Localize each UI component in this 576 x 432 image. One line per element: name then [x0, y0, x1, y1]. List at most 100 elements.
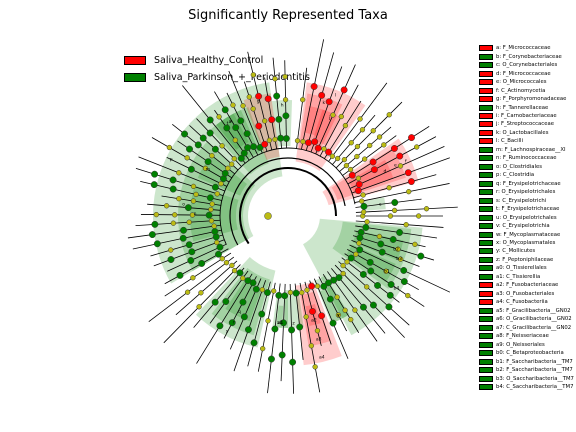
branch [310, 66, 343, 153]
taxa-color-swatch [479, 316, 493, 323]
taxa-legend-row: c: O_Corynebacteriales [479, 61, 576, 69]
node [314, 283, 321, 289]
significant-node [362, 224, 370, 231]
taxa-legend-row: a3: O_Fusobacteriales [479, 290, 576, 298]
significant-node [255, 122, 263, 130]
significant-node [194, 141, 202, 149]
node [414, 144, 420, 150]
taxa-legend-label: w: F_Mycoplasmataceae [496, 231, 561, 238]
node [246, 94, 252, 100]
node [348, 316, 354, 323]
significant-node [240, 149, 248, 157]
figure-title: Significantly Represented Taxa [188, 8, 388, 23]
significant-node [275, 115, 283, 123]
branch [193, 267, 245, 328]
clade-letter-label: r [233, 320, 235, 326]
significant-node [176, 271, 184, 279]
taxa-legend-row: u: O_Erysipelotrichales [479, 213, 576, 221]
significant-node [378, 248, 386, 256]
taxa-legend-label: a6: O_Gracilibacteria__GN02 [496, 316, 572, 323]
significant-node [237, 117, 245, 125]
branch [355, 220, 444, 228]
clade-letter-label: b2 [393, 247, 399, 253]
significant-node [244, 144, 252, 152]
node [250, 72, 256, 78]
node [176, 170, 182, 176]
node [299, 289, 305, 296]
node [168, 247, 174, 253]
significant-node [223, 124, 231, 132]
taxa-color-swatch [479, 155, 493, 162]
taxa-color-swatch [479, 206, 493, 213]
taxa-color-swatch [479, 138, 493, 145]
taxa-color-swatch [479, 112, 493, 119]
branch [267, 283, 281, 394]
significant-node [354, 187, 362, 195]
significant-node [404, 169, 412, 177]
taxa-color-swatch [479, 129, 493, 136]
clade-highlight [312, 109, 341, 146]
significant-node [311, 138, 319, 146]
significant-node [261, 140, 269, 148]
significant-node [282, 135, 290, 142]
significant-node [396, 229, 403, 236]
node [415, 213, 422, 219]
branch [309, 280, 332, 345]
taxa-legend-label: x: O_Mycoplasmatales [496, 240, 556, 247]
clade-highlight [304, 106, 327, 137]
node [230, 102, 236, 108]
branch [349, 244, 451, 293]
significant-node [281, 292, 289, 300]
branch [319, 84, 359, 157]
clade-letter-label: c [379, 202, 382, 207]
clade-letter-label: k [322, 100, 325, 106]
significant-node [396, 152, 404, 160]
significant-node [205, 211, 213, 219]
taxa-legend-row: s: C_Erysipelotrichi [479, 196, 576, 204]
significant-node [215, 250, 222, 258]
node [272, 76, 278, 82]
significant-node [239, 298, 247, 306]
clade-letter-label: n [194, 212, 197, 217]
significant-node [206, 129, 214, 137]
node [218, 180, 224, 187]
node [240, 103, 246, 109]
taxa-color-swatch [479, 96, 493, 103]
taxa-legend-row: a8: F_Neisseriaceae [479, 332, 576, 340]
branch [313, 278, 349, 359]
branch [228, 70, 263, 154]
taxa-color-swatch [479, 341, 493, 348]
clade-highlight [210, 106, 269, 175]
significant-node [221, 106, 229, 114]
significant-node [369, 301, 377, 309]
significant-node [370, 166, 378, 174]
significant-node [390, 145, 398, 152]
taxa-legend-label: a4: C_Fusobacteriia [496, 299, 548, 306]
node [359, 127, 366, 133]
taxa-legend-row: g: F_Porphyromonadaceae [479, 95, 576, 103]
significant-node [288, 326, 296, 334]
parkinson-color-swatch [124, 73, 146, 82]
significant-node [151, 220, 159, 228]
node [198, 290, 204, 296]
node [348, 140, 354, 146]
significant-node [400, 267, 408, 274]
significant-node [264, 289, 271, 297]
significant-node [240, 313, 248, 321]
backbone-arc [229, 157, 346, 246]
taxa-legend-row: n: F_Ruminococcaceae [479, 154, 576, 162]
significant-node [148, 231, 156, 239]
node [260, 346, 266, 352]
branch [151, 137, 230, 183]
branch [289, 283, 294, 394]
backbone-arc [239, 167, 337, 245]
clade-letter-label: p [170, 158, 173, 163]
significant-node [318, 312, 326, 320]
taxa-legend-row: p: C_Clostridia [479, 171, 576, 179]
significant-node [244, 277, 252, 285]
taxa-legend-label: o: O_Clostridiales [496, 163, 542, 170]
node [209, 201, 215, 207]
significant-node [407, 178, 415, 186]
node [314, 328, 321, 334]
